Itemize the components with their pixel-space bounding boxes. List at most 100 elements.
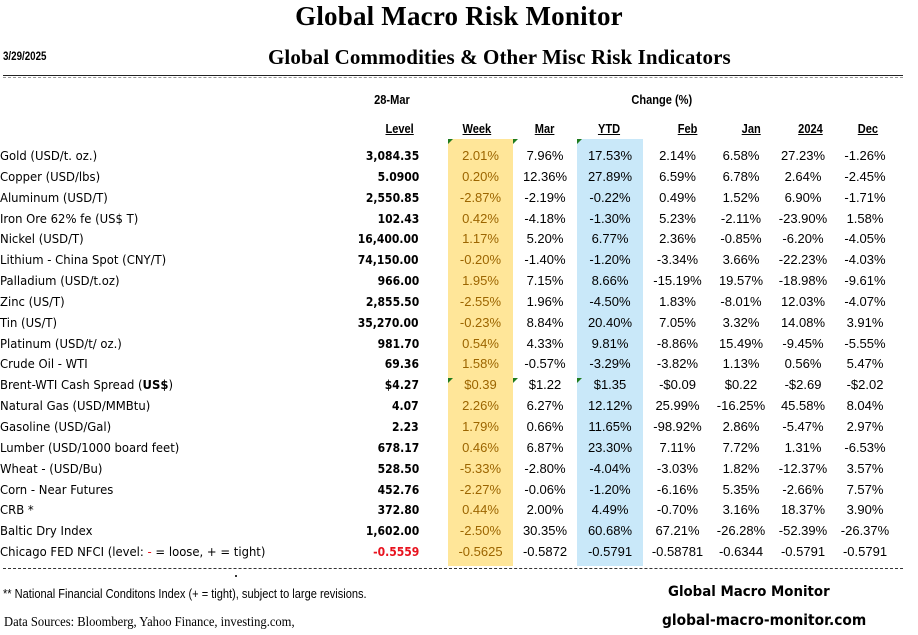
table-row: Baltic Dry Index 1,602.00 -2.50% 30.35% 60.6…	[0, 521, 894, 542]
table-row: CRB * 372.80 0.44% 2.00% 4.49% -0.70% 3.16% 18.…	[0, 500, 894, 521]
indicator-name-suffix: )	[168, 377, 174, 393]
change-2024: -52.39%	[778, 523, 828, 539]
change-week: -2.27%	[459, 481, 502, 497]
indicator-name: Brent-WTI Cash Spread (US$)	[0, 375, 325, 396]
change-feb: -0.58781	[651, 544, 704, 560]
change-feb: 2.14%	[659, 148, 696, 163]
indicator-name-text: Aluminum (USD/T)	[0, 189, 108, 205]
website-link[interactable]: global-macro-monitor.com	[662, 611, 867, 629]
change-ytd: 6.77%	[591, 231, 629, 247]
spacer-cell	[419, 438, 448, 459]
change-feb: 25.99%	[655, 398, 700, 414]
indicator-name: Tin (US/T)	[0, 313, 325, 334]
change-feb: -3.03%	[656, 460, 699, 476]
indicator-name: Nickel (USD/T)	[0, 229, 325, 250]
table-row: Lumber (USD/1000 board feet) 678.17 0.46% 6…	[0, 438, 894, 459]
table-row: Brent-WTI Cash Spread (US$) $4.27 $0.39 $1.…	[0, 375, 894, 396]
spacer-cell	[419, 375, 448, 396]
table-row: Gold (USD/t. oz.) 3,084.35 2.01% 7.96% 17.53…	[0, 146, 894, 167]
level-value: 16,400.00	[325, 229, 419, 250]
change-ytd: 60.68%	[587, 523, 633, 539]
level-date-header: 28-Mar	[374, 92, 410, 107]
change-mar: 30.35%	[522, 523, 568, 539]
change-jan: 19.57%	[718, 273, 764, 289]
change-header: Change (%)	[631, 92, 693, 107]
change-jan: 5.35%	[722, 481, 760, 497]
change-2024: -$2.69	[784, 377, 822, 393]
indicator-name-text: Platinum (USD/t/ oz.)	[0, 335, 122, 351]
page-title: Global Macro Risk Monitor	[295, 1, 623, 31]
change-ytd: -0.5791	[587, 544, 633, 560]
change-feb: 1.83%	[659, 293, 696, 309]
change-ytd: 20.40%	[587, 314, 633, 330]
spacer-cell	[419, 542, 448, 563]
column-header-feb: Feb	[677, 121, 698, 136]
change-jan: 3.16%	[722, 502, 760, 518]
table-row: Corn - Near Futures 452.76 -2.27% -0.06% -1.…	[0, 480, 894, 501]
brand-name: Global Macro Monitor	[668, 584, 830, 600]
level-value-text: 35,270.00	[358, 315, 419, 330]
level-value-text: 966.00	[377, 274, 419, 289]
indicator-name-text: Lumber (USD/1000 board feet)	[0, 439, 180, 455]
indicator-name: Chicago FED NFCI (level: - = loose, + = …	[0, 542, 325, 563]
change-mar: 6.27%	[526, 398, 564, 414]
indicator-name: Palladium (USD/t.oz)	[0, 271, 325, 292]
change-week: 1.79%	[462, 418, 499, 434]
indicator-name-text: Crude Oil - WTI	[0, 356, 88, 372]
change-2024: -18.98%	[778, 273, 828, 289]
change-week: $0.39	[464, 377, 497, 393]
stray-mark	[235, 575, 237, 577]
change-feb: 7.11%	[659, 439, 696, 455]
change-mar: 0.66%	[526, 418, 564, 434]
level-value: 69.36	[325, 354, 419, 375]
change-dec: 2.97%	[846, 418, 884, 434]
level-value: 35,270.00	[325, 313, 419, 334]
level-value-text: 528.50	[377, 461, 419, 476]
change-week: -0.23%	[459, 314, 502, 330]
spacer-cell	[419, 480, 448, 501]
change-jan: -0.85%	[720, 231, 762, 247]
level-value-text: 678.17	[377, 440, 419, 455]
indicator-name: Corn - Near Futures	[0, 480, 325, 501]
indicator-name-suffix: = loose, + = tight)	[151, 544, 266, 560]
spacer-cell	[419, 146, 448, 167]
indicator-name-text: Baltic Dry Index	[0, 523, 93, 539]
indicator-name: Wheat - (USD/Bu)	[0, 459, 325, 480]
indicator-name-text: Brent-WTI Cash Spread (	[0, 377, 143, 393]
change-jan: -26.28%	[716, 523, 766, 539]
change-jan: $0.22	[724, 377, 758, 393]
change-dec: 7.57%	[846, 481, 884, 497]
cell-flag-icon	[448, 139, 453, 144]
indicator-name-text: Iron Ore 62% fe (US$ T)	[0, 210, 139, 226]
change-ytd: 27.89%	[587, 168, 633, 184]
change-ytd: $1.35	[593, 377, 627, 393]
change-week: -0.20%	[459, 252, 502, 268]
change-feb: -$0.09	[659, 377, 696, 393]
change-week: 1.17%	[462, 231, 499, 247]
change-jan: 6.78%	[722, 168, 760, 184]
indicator-name-text: Gold (USD/t. oz.)	[0, 148, 98, 163]
indicator-name: Lithium - China Spot (CNY/T)	[0, 250, 325, 271]
change-dec: -5.55%	[844, 335, 886, 351]
indicator-name: Iron Ore 62% fe (US$ T)	[0, 209, 325, 230]
footnote: ** National Financial Conditons Index (+…	[3, 586, 367, 601]
level-value-text: 3,084.35	[365, 149, 419, 163]
table-row: Copper (USD/lbs) 5.0900 0.20% 12.36% 27.89% 6…	[0, 167, 894, 188]
indicator-name: Copper (USD/lbs)	[0, 167, 325, 188]
level-value-text: 1,602.00	[365, 524, 419, 539]
change-jan: 3.32%	[722, 314, 760, 330]
change-jan: 1.52%	[722, 189, 760, 205]
change-dec: -9.61%	[844, 273, 886, 289]
change-week: 0.42%	[462, 210, 499, 226]
change-week: 0.46%	[462, 439, 499, 455]
change-ytd: -1.20%	[589, 481, 631, 497]
level-value: 1,602.00	[325, 521, 419, 542]
spacer-cell	[419, 229, 448, 250]
level-value-text: 69.36	[384, 357, 419, 372]
level-value-text: 5.0900	[377, 169, 419, 184]
spacer-cell	[419, 271, 448, 292]
indicator-name-text: Wheat - (USD/Bu)	[0, 460, 103, 476]
table-row: Zinc (US/T) 2,855.50 -2.55% 1.96% -4.50% 1.83…	[0, 292, 894, 313]
spacer-cell	[419, 500, 448, 521]
change-week: 0.20%	[462, 168, 499, 184]
